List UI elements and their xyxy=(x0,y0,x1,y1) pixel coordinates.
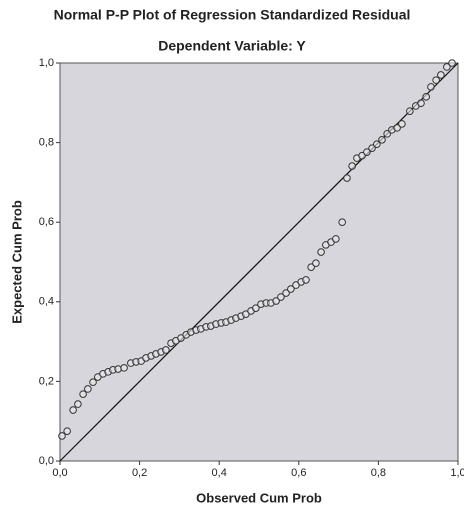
point xyxy=(252,304,260,312)
x-tick-label: 1,0 xyxy=(450,467,464,479)
y-tick-label: 0,0 xyxy=(39,455,54,467)
x-tick-label: 0,8 xyxy=(371,467,386,479)
point xyxy=(343,174,351,182)
point xyxy=(120,364,128,372)
point xyxy=(74,400,82,408)
y-tick-label: 1,0 xyxy=(39,57,54,69)
point xyxy=(437,71,445,79)
x-tick-label: 0,0 xyxy=(52,467,67,479)
x-axis-label: Observed Cum Prob xyxy=(196,490,322,505)
y-axis-label: Expected Cum Prob xyxy=(9,200,24,324)
point xyxy=(448,59,456,67)
point xyxy=(307,263,315,271)
point xyxy=(302,276,310,284)
point xyxy=(443,63,451,71)
point xyxy=(317,248,325,256)
point xyxy=(398,120,406,128)
point xyxy=(84,385,92,393)
point xyxy=(338,218,346,226)
point xyxy=(383,130,391,138)
y-tick-label: 0,8 xyxy=(39,137,54,149)
point xyxy=(332,235,340,243)
x-tick-label: 0,6 xyxy=(291,467,306,479)
point xyxy=(89,378,97,386)
point xyxy=(363,148,371,156)
point xyxy=(69,406,77,414)
point xyxy=(277,293,285,301)
point xyxy=(287,285,295,293)
y-tick-label: 0,4 xyxy=(39,296,54,308)
y-tick-label: 0,2 xyxy=(39,375,54,387)
x-tick-label: 0,4 xyxy=(212,467,227,479)
point xyxy=(393,124,401,132)
x-tick-label: 0,2 xyxy=(132,467,147,479)
point xyxy=(79,390,87,398)
point xyxy=(162,346,170,354)
point xyxy=(373,140,381,148)
point xyxy=(422,93,430,101)
point xyxy=(417,99,425,107)
chart-title: Normal P-P Plot of Regression Standardiz… xyxy=(54,7,411,23)
chart-subtitle: Dependent Variable: Y xyxy=(158,38,306,54)
point xyxy=(378,136,386,144)
point xyxy=(406,107,414,115)
point xyxy=(114,365,122,373)
point xyxy=(312,259,320,267)
point xyxy=(63,427,71,435)
point xyxy=(348,162,356,170)
point xyxy=(58,432,66,440)
point xyxy=(282,289,290,297)
point xyxy=(427,83,435,91)
point xyxy=(432,76,440,84)
point xyxy=(368,144,376,152)
y-tick-label: 0,6 xyxy=(39,216,54,228)
point xyxy=(272,297,280,305)
